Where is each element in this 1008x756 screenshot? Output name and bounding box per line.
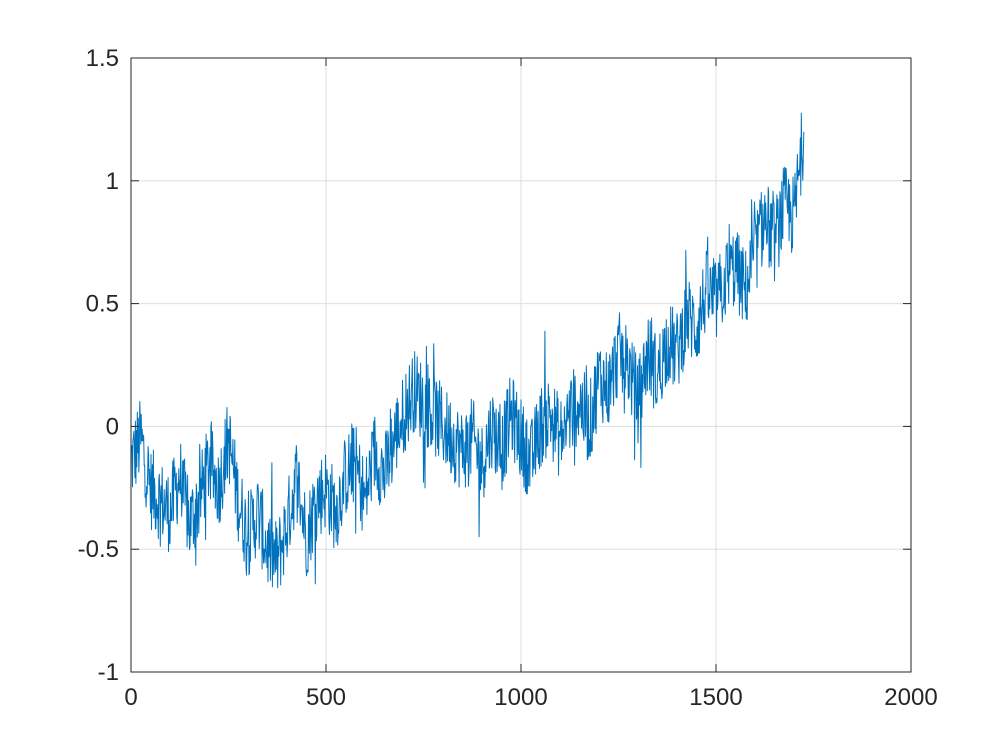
plot-lines [130, 112, 805, 589]
y-tick-label: 0.5 [86, 291, 119, 318]
y-tick-label: 0 [106, 413, 119, 440]
x-tick-label: 1000 [494, 684, 547, 711]
x-tick-label: 2000 [884, 684, 937, 711]
series-line [130, 112, 805, 589]
y-tick-labels: -1 -0.5 0 0.5 1 1.5 [78, 45, 119, 686]
y-tick-label: 1.5 [86, 45, 119, 72]
y-tick-label: 1 [106, 168, 119, 195]
x-tick-labels: 0 500 1000 1500 2000 [124, 684, 937, 711]
x-tick-label: 500 [306, 684, 346, 711]
x-tick-label: 1500 [689, 684, 742, 711]
y-tick-label: -1 [98, 659, 119, 686]
x-tick-label: 0 [124, 684, 137, 711]
tick-marks [130, 57, 912, 673]
y-tick-label: -0.5 [78, 536, 119, 563]
